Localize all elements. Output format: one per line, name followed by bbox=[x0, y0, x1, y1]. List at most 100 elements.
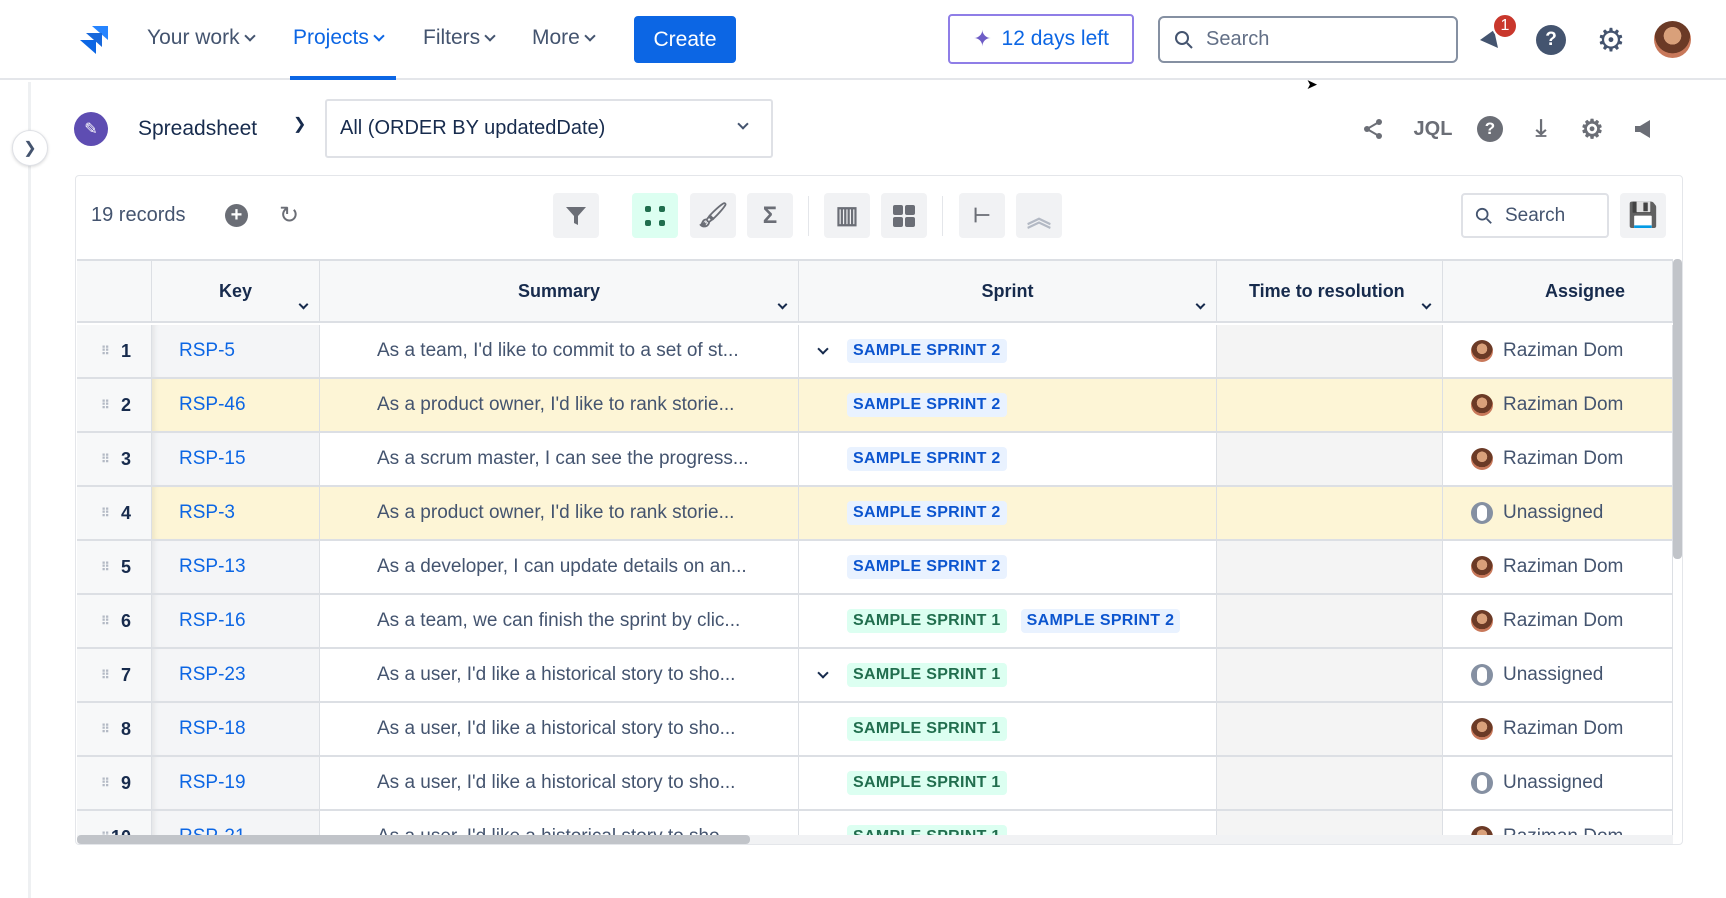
assignee-cell[interactable]: Unassigned bbox=[1443, 487, 1673, 539]
share-icon[interactable] bbox=[1360, 116, 1386, 142]
sprint-cell[interactable]: SAMPLE SPRINT 2 bbox=[799, 379, 1217, 431]
assignee-cell[interactable]: Raziman Dom bbox=[1443, 379, 1673, 431]
sprint-tag[interactable]: SAMPLE SPRINT 1 bbox=[847, 663, 1007, 687]
expand-sidebar-button[interactable]: ❯ bbox=[12, 130, 48, 166]
table-row[interactable]: ⠿ 8 RSP-18 As a user, I'd like a historical… bbox=[77, 703, 1673, 757]
sprint-cell[interactable]: SAMPLE SPRINT 2 bbox=[799, 541, 1217, 593]
time-to-resolution-cell[interactable] bbox=[1217, 379, 1443, 431]
drag-handle-icon[interactable]: ⠿ bbox=[101, 560, 110, 574]
settings-icon[interactable]: ⚙ bbox=[1596, 22, 1626, 58]
sprint-cell[interactable]: SAMPLE SPRINT 1 bbox=[799, 649, 1217, 701]
summary-cell[interactable]: As a user, I'd like a historical story t… bbox=[320, 703, 799, 755]
key-cell[interactable]: RSP-5 bbox=[152, 325, 320, 377]
key-cell[interactable]: RSP-16 bbox=[152, 595, 320, 647]
grouping-tool-button[interactable] bbox=[632, 193, 678, 238]
time-to-resolution-cell[interactable] bbox=[1217, 649, 1443, 701]
sprint-cell[interactable]: SAMPLE SPRINT 1 bbox=[799, 757, 1217, 809]
key-cell[interactable]: RSP-23 bbox=[152, 649, 320, 701]
issue-key-link[interactable]: RSP-19 bbox=[179, 772, 246, 793]
issue-key-link[interactable]: RSP-3 bbox=[179, 502, 235, 523]
issue-key-link[interactable]: RSP-21 bbox=[179, 826, 246, 835]
issue-key-link[interactable]: RSP-16 bbox=[179, 610, 246, 631]
help-icon[interactable]: ? bbox=[1477, 116, 1503, 142]
expand-chevron-icon[interactable] bbox=[817, 667, 829, 679]
nav-filters[interactable]: Filters bbox=[423, 26, 496, 50]
summary-cell[interactable]: As a team, we can finish the sprint by c… bbox=[320, 595, 799, 647]
assignee-cell[interactable]: Raziman Dom bbox=[1443, 541, 1673, 593]
megaphone-icon[interactable] bbox=[1632, 116, 1658, 142]
time-to-resolution-cell[interactable] bbox=[1217, 595, 1443, 647]
key-cell[interactable]: RSP-18 bbox=[152, 703, 320, 755]
assignee-cell[interactable]: Unassigned bbox=[1443, 757, 1673, 809]
table-search-input[interactable]: Search bbox=[1461, 193, 1609, 238]
table-row[interactable]: ⠿ 9 RSP-19 As a user, I'd like a historical… bbox=[77, 757, 1673, 811]
sprint-tag[interactable]: SAMPLE SPRINT 1 bbox=[847, 717, 1007, 741]
time-to-resolution-cell[interactable] bbox=[1217, 325, 1443, 377]
drag-handle-icon[interactable]: ⠿ bbox=[101, 344, 110, 358]
collapse-all-button[interactable]: ︽ bbox=[1016, 193, 1062, 238]
time-to-resolution-cell[interactable] bbox=[1217, 487, 1443, 539]
issue-key-link[interactable]: RSP-5 bbox=[179, 340, 235, 361]
key-cell[interactable]: RSP-15 bbox=[152, 433, 320, 485]
key-cell[interactable]: RSP-46 bbox=[152, 379, 320, 431]
sprint-tag[interactable]: SAMPLE SPRINT 2 bbox=[847, 447, 1007, 471]
sum-tool-button[interactable]: Σ bbox=[747, 193, 793, 238]
issue-key-link[interactable]: RSP-46 bbox=[179, 394, 246, 415]
sprint-tag[interactable]: SAMPLE SPRINT 2 bbox=[847, 501, 1007, 525]
layout-tool-button[interactable] bbox=[881, 193, 927, 238]
help-icon[interactable]: ? bbox=[1536, 25, 1566, 55]
add-record-icon[interactable]: + bbox=[225, 204, 248, 227]
drag-handle-icon[interactable]: ⠿ bbox=[101, 776, 110, 790]
summary-cell[interactable]: As a user, I'd like a historical story t… bbox=[320, 811, 799, 835]
issue-key-link[interactable]: RSP-23 bbox=[179, 664, 246, 685]
assignee-cell[interactable]: Unassigned bbox=[1443, 649, 1673, 701]
user-avatar[interactable] bbox=[1654, 21, 1691, 58]
summary-cell[interactable]: As a scrum master, I can see the progres… bbox=[320, 433, 799, 485]
time-to-resolution-cell[interactable] bbox=[1217, 811, 1443, 835]
vertical-scrollbar[interactable] bbox=[1673, 259, 1682, 559]
sprint-cell[interactable]: SAMPLE SPRINT 1 bbox=[799, 811, 1217, 835]
assignee-cell[interactable]: Raziman Dom bbox=[1443, 703, 1673, 755]
sprint-tag[interactable]: SAMPLE SPRINT 2 bbox=[847, 339, 1007, 363]
jql-button[interactable]: JQL bbox=[1413, 117, 1453, 140]
key-cell[interactable]: RSP-13 bbox=[152, 541, 320, 593]
refresh-icon[interactable]: ↻ bbox=[278, 201, 300, 229]
sprint-tag[interactable]: SAMPLE SPRINT 2 bbox=[1020, 609, 1181, 633]
table-row[interactable]: ⠿ 7 RSP-23 As a user, I'd like a historical… bbox=[77, 649, 1673, 703]
global-search-input[interactable]: Search bbox=[1158, 16, 1458, 63]
assignee-cell[interactable]: Raziman Dom bbox=[1443, 433, 1673, 485]
time-to-resolution-cell[interactable] bbox=[1217, 541, 1443, 593]
horizontal-scrollbar[interactable] bbox=[77, 835, 1673, 844]
settings-icon[interactable]: ⚙ bbox=[1580, 113, 1604, 144]
chevron-down-icon[interactable] bbox=[777, 299, 788, 310]
column-header-assignee[interactable]: Assignee bbox=[1443, 261, 1673, 323]
drag-handle-icon[interactable]: ⠿ bbox=[101, 668, 110, 682]
time-to-resolution-cell[interactable] bbox=[1217, 703, 1443, 755]
issue-key-link[interactable]: RSP-13 bbox=[179, 556, 246, 577]
filter-tool-button[interactable] bbox=[553, 193, 599, 238]
drag-handle-icon[interactable]: ⠿ bbox=[101, 398, 110, 412]
summary-cell[interactable]: As a developer, I can update details on … bbox=[320, 541, 799, 593]
issue-key-link[interactable]: RSP-18 bbox=[179, 718, 246, 739]
drag-handle-icon[interactable]: ⠿ bbox=[101, 452, 110, 466]
sprint-tag[interactable]: SAMPLE SPRINT 1 bbox=[847, 771, 1007, 795]
format-tool-button[interactable]: 🖌 bbox=[690, 193, 736, 238]
column-header-key[interactable]: Key bbox=[152, 261, 320, 323]
hierarchy-tool-button[interactable]: ⊢ bbox=[959, 193, 1005, 238]
table-row[interactable]: ⠿ 2 RSP-46 As a product owner, I'd like to … bbox=[77, 379, 1673, 433]
time-to-resolution-cell[interactable] bbox=[1217, 757, 1443, 809]
project-name[interactable]: Spreadsheet bbox=[138, 117, 258, 140]
table-row[interactable]: ⠿ 3 RSP-15 As a scrum master, I can see the… bbox=[77, 433, 1673, 487]
drag-handle-icon[interactable]: ⠿ bbox=[101, 830, 110, 835]
summary-cell[interactable]: As a product owner, I'd like to rank sto… bbox=[320, 379, 799, 431]
column-header-sprint[interactable]: Sprint bbox=[799, 261, 1217, 323]
sprint-cell[interactable]: SAMPLE SPRINT 2 bbox=[799, 433, 1217, 485]
assignee-cell[interactable]: Raziman Dom bbox=[1443, 325, 1673, 377]
drag-handle-icon[interactable]: ⠿ bbox=[101, 722, 110, 736]
chevron-down-icon[interactable] bbox=[1195, 299, 1206, 310]
time-to-resolution-cell[interactable] bbox=[1217, 433, 1443, 485]
table-row[interactable]: ⠿ 1 RSP-5 As a team, I'd like to commit to … bbox=[77, 325, 1673, 379]
table-row[interactable]: ⠿ 4 RSP-3 As a product owner, I'd like to r… bbox=[77, 487, 1673, 541]
key-cell[interactable]: RSP-19 bbox=[152, 757, 320, 809]
columns-tool-button[interactable]: ▥ bbox=[824, 193, 870, 238]
